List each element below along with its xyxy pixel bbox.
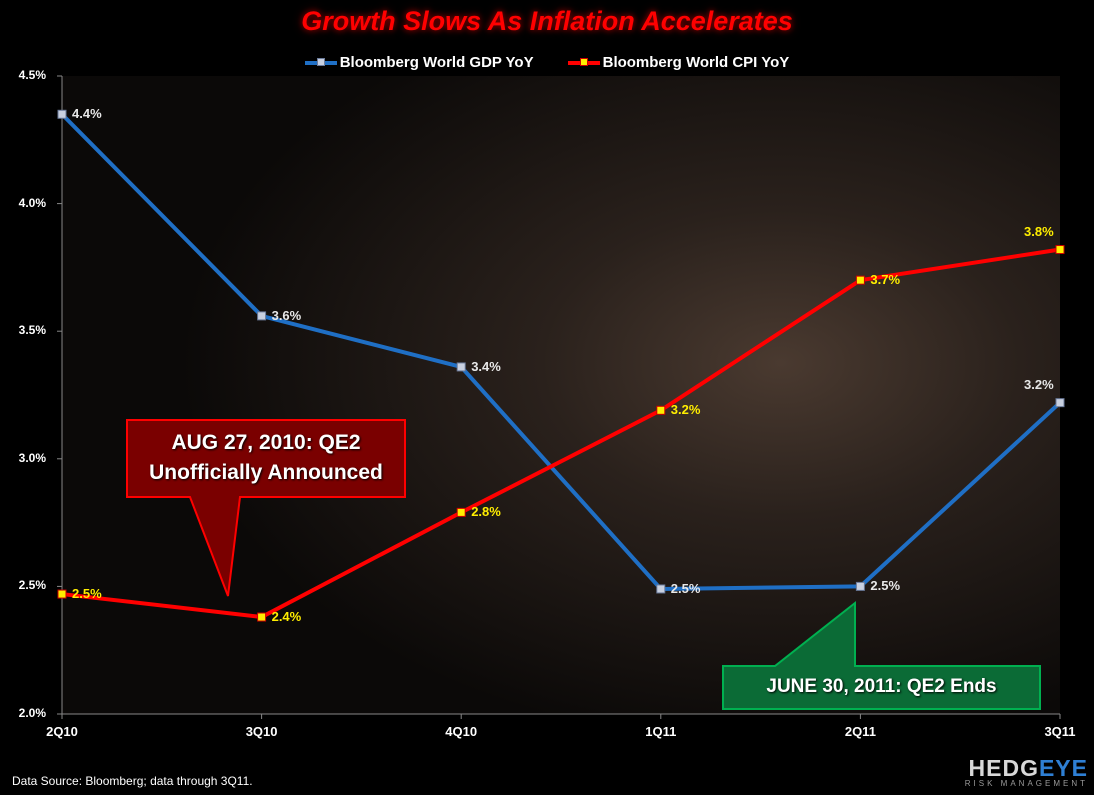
y-tick-label: 3.5% bbox=[18, 323, 46, 338]
chart-title: Growth Slows As Inflation Accelerates bbox=[301, 6, 793, 36]
gdp-series-line bbox=[60, 112, 1062, 591]
data-point-marker bbox=[656, 405, 666, 415]
y-tick-label: 2.0% bbox=[18, 706, 46, 720]
hedgeye-logo: HEDGEYE RISK MANAGEMENT bbox=[964, 755, 1088, 789]
data-label: 2.5% bbox=[72, 586, 102, 602]
data-label: 2.4% bbox=[271, 609, 302, 625]
data-point-marker bbox=[1055, 245, 1065, 255]
y-tick-label: 4.0% bbox=[18, 195, 46, 210]
x-tick-label: 1Q11 bbox=[645, 724, 677, 739]
x-tick-label: 2Q11 bbox=[844, 724, 876, 739]
x-tick-label: 4Q10 bbox=[445, 724, 478, 739]
qe2-announced-line1: AUG 27, 2010: QE2 bbox=[171, 431, 361, 454]
y-tick-label: 3.0% bbox=[18, 450, 46, 465]
data-point-marker bbox=[57, 109, 67, 119]
data-point-marker bbox=[656, 584, 666, 594]
data-label: 2.8% bbox=[471, 504, 501, 520]
qe2-announced-line2: Unofficially Announced bbox=[149, 461, 383, 484]
data-label: 2.5% bbox=[670, 580, 701, 596]
data-label: 3.2% bbox=[1024, 376, 1054, 392]
legend-label-gdp: Bloomberg World GDP YoY bbox=[339, 54, 534, 71]
data-source-note: Data Source: Bloomberg; data through 3Q1… bbox=[12, 774, 253, 788]
legend-item-gdp: Bloomberg World GDP YoY bbox=[304, 54, 534, 71]
x-tick-label: 3Q11 bbox=[1044, 724, 1076, 739]
data-label: 2.5% bbox=[870, 578, 901, 594]
qe2-announced-callout bbox=[126, 419, 406, 597]
x-tick-label: 3Q10 bbox=[245, 724, 278, 739]
data-point-marker bbox=[855, 275, 865, 285]
qe2-announced-text: AUG 27, 2010: QE2 Unofficially Announced bbox=[127, 428, 405, 488]
legend-label-cpi: Bloomberg World CPI YoY bbox=[602, 54, 790, 71]
data-point-marker bbox=[257, 311, 267, 321]
y-tick-label: 2.5% bbox=[18, 578, 46, 593]
data-point-marker bbox=[456, 507, 466, 517]
data-point-marker bbox=[456, 362, 466, 372]
gdp-line-swatch-icon bbox=[304, 57, 337, 66]
data-point-marker bbox=[57, 589, 67, 599]
data-label: 4.4% bbox=[72, 106, 102, 122]
cpi-series-line bbox=[61, 247, 1061, 620]
background-photo bbox=[62, 76, 1060, 714]
data-label: 3.2% bbox=[670, 402, 701, 418]
data-point-marker bbox=[855, 581, 865, 591]
legend-item-cpi: Bloomberg World CPI YoY bbox=[567, 54, 790, 71]
data-point-marker bbox=[1055, 398, 1065, 408]
qe2-ends-text: JUNE 30, 2011: QE2 Ends bbox=[766, 676, 997, 697]
data-label: 3.4% bbox=[471, 358, 501, 374]
data-label: 3.7% bbox=[870, 272, 901, 288]
data-label: 3.6% bbox=[271, 307, 302, 323]
cpi-line-swatch-icon bbox=[567, 57, 600, 66]
data-label: 3.8% bbox=[1024, 223, 1054, 239]
x-tick-label: 2Q10 bbox=[46, 724, 78, 739]
data-point-marker bbox=[257, 612, 267, 622]
legend: Bloomberg World GDP YoY Bloomberg World … bbox=[0, 54, 1094, 71]
qe2-ends-callout bbox=[722, 600, 1041, 710]
y-tick-label: 4.5% bbox=[18, 68, 46, 82]
